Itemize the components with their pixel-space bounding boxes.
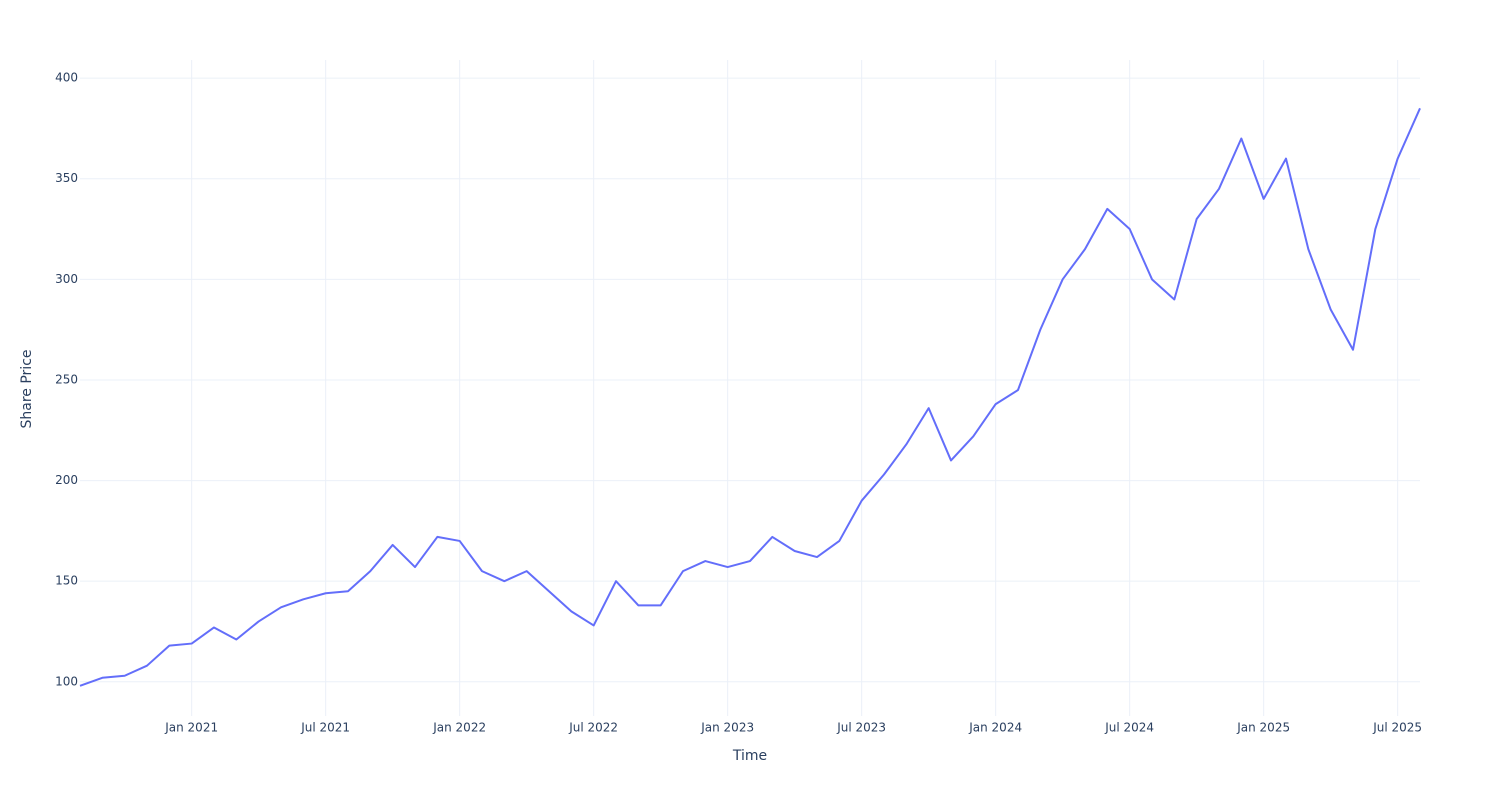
y-tick-label: 400 (55, 71, 78, 85)
x-tick-label: Jul 2023 (836, 721, 886, 735)
x-tick-label: Jul 2025 (1372, 721, 1422, 735)
x-tick-label: Jan 2022 (432, 721, 486, 735)
y-tick-label: 200 (55, 473, 78, 487)
x-tick-label: Jul 2024 (1104, 721, 1154, 735)
y-tick-label: 150 (55, 574, 78, 588)
x-tick-label: Jul 2022 (568, 721, 618, 735)
grid (80, 60, 1420, 716)
y-tick-label: 350 (55, 171, 78, 185)
y-axis-title: Share Price (19, 349, 35, 428)
x-tick-label: Jan 2021 (164, 721, 218, 735)
y-tick-label: 300 (55, 272, 78, 286)
plot-area (79, 107, 1421, 687)
price-line (79, 107, 1421, 687)
x-tick-label: Jan 2025 (1236, 721, 1290, 735)
x-tick-label: Jan 2024 (968, 721, 1022, 735)
x-axis-title: Time (732, 748, 767, 764)
x-tick-label: Jul 2021 (300, 721, 350, 735)
y-tick-label: 100 (55, 674, 78, 688)
x-tick-label: Jan 2023 (700, 721, 754, 735)
y-tick-label: 250 (55, 372, 78, 386)
